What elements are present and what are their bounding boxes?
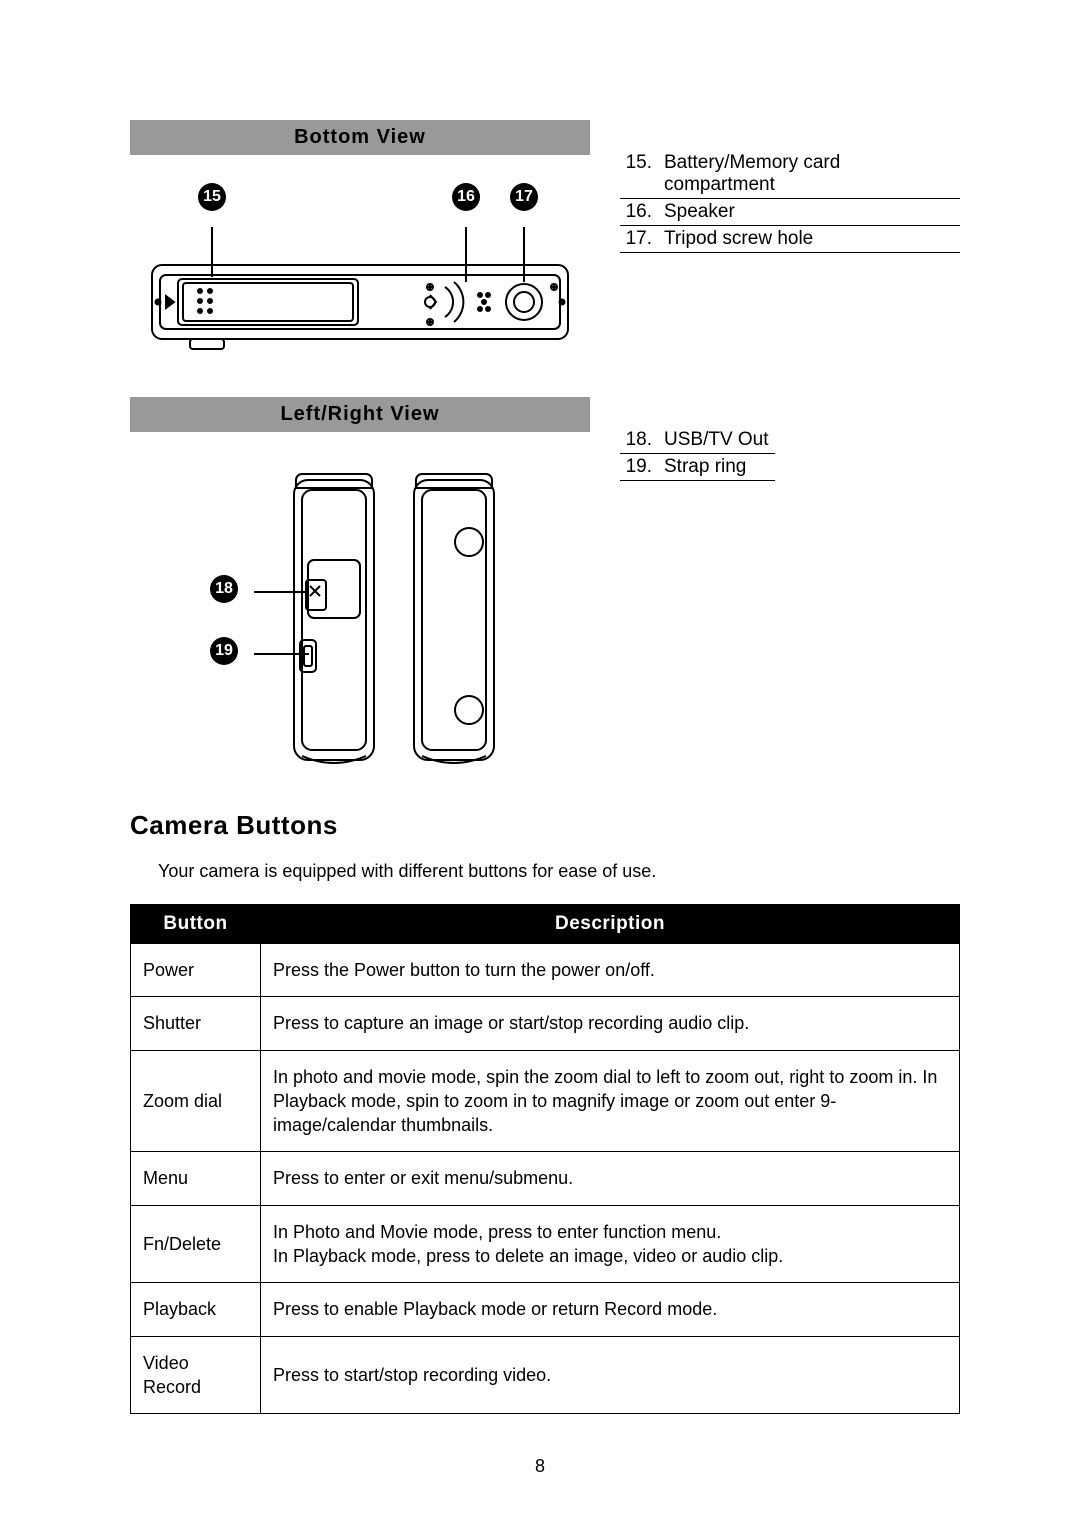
bottom-view-title: Bottom View: [130, 120, 590, 155]
marker-15: 15: [198, 183, 226, 211]
part-num: 19.: [620, 454, 662, 481]
page: Bottom View 15 16 17: [0, 0, 1080, 1527]
side-view-block: Left/Right View 18 19: [130, 397, 960, 780]
side-view-title: Left/Right View: [130, 397, 590, 432]
button-name: Power: [131, 944, 261, 997]
camera-buttons-heading: Camera Buttons: [130, 810, 960, 841]
button-desc: In photo and movie mode, spin the zoom d…: [261, 1050, 960, 1152]
table-row: Zoom dial In photo and movie mode, spin …: [131, 1050, 960, 1152]
part-row: 18. USB/TV Out: [620, 427, 775, 454]
part-num: 16.: [620, 199, 662, 226]
button-desc: Press to enter or exit menu/submenu.: [261, 1152, 960, 1205]
side-view-parts: 18. USB/TV Out 19. Strap ring: [620, 397, 960, 780]
button-name: Fn/Delete: [131, 1205, 261, 1283]
table-row: Power Press the Power button to turn the…: [131, 944, 960, 997]
button-desc: Press the Power button to turn the power…: [261, 944, 960, 997]
marker-17: 17: [510, 183, 538, 211]
part-num: 15.: [620, 150, 662, 199]
marker-19: 19: [210, 637, 238, 665]
buttons-header-row: Button Description: [131, 905, 960, 944]
part-label: Tripod screw hole: [662, 226, 960, 253]
side-view-markers: 18 19: [210, 575, 238, 665]
button-name: Playback: [131, 1283, 261, 1336]
part-row: 16. Speaker: [620, 199, 960, 226]
table-row: Menu Press to enter or exit menu/submenu…: [131, 1152, 960, 1205]
button-name: Shutter: [131, 997, 261, 1050]
camera-buttons-lead: Your camera is equipped with different b…: [158, 861, 960, 882]
button-name: Zoom dial: [131, 1050, 261, 1152]
page-number: 8: [0, 1456, 1080, 1477]
buttons-table: Button Description Power Press the Power…: [130, 904, 960, 1414]
part-label: USB/TV Out: [662, 427, 775, 454]
button-desc: Press to enable Playback mode or return …: [261, 1283, 960, 1336]
part-num: 18.: [620, 427, 662, 454]
table-row: Playback Press to enable Playback mode o…: [131, 1283, 960, 1336]
part-num: 17.: [620, 226, 662, 253]
button-desc: Press to capture an image or start/stop …: [261, 997, 960, 1050]
part-label: Strap ring: [662, 454, 775, 481]
part-label: Battery/Memory card compartment: [662, 150, 960, 199]
side-view-svg-icon: [254, 460, 514, 780]
bottom-parts-list: 15. Battery/Memory card compartment 16. …: [620, 150, 960, 253]
table-row: Video Record Press to start/stop recordi…: [131, 1336, 960, 1414]
buttons-col-button: Button: [131, 905, 261, 944]
bottom-view-svg-icon: [130, 227, 590, 367]
part-label: Speaker: [662, 199, 960, 226]
bottom-view-markers: 15 16 17: [130, 183, 590, 227]
bottom-view-diagram: 15 16 17: [130, 183, 590, 367]
button-desc: In Photo and Movie mode, press to enter …: [261, 1205, 960, 1283]
button-desc: Press to start/stop recording video.: [261, 1336, 960, 1414]
side-view-diagram: 18 19: [130, 460, 590, 780]
part-row: 19. Strap ring: [620, 454, 775, 481]
marker-18: 18: [210, 575, 238, 603]
bottom-view-left: Bottom View 15 16 17: [130, 120, 590, 367]
part-row: 15. Battery/Memory card compartment: [620, 150, 960, 199]
bottom-view-block: Bottom View 15 16 17: [130, 120, 960, 367]
table-row: Fn/Delete In Photo and Movie mode, press…: [131, 1205, 960, 1283]
marker-16: 16: [452, 183, 480, 211]
side-view-left: Left/Right View 18 19: [130, 397, 590, 780]
side-parts-list: 18. USB/TV Out 19. Strap ring: [620, 427, 775, 481]
bottom-view-parts: 15. Battery/Memory card compartment 16. …: [620, 120, 960, 367]
button-name: Video Record: [131, 1336, 261, 1414]
table-row: Shutter Press to capture an image or sta…: [131, 997, 960, 1050]
button-name: Menu: [131, 1152, 261, 1205]
buttons-col-desc: Description: [261, 905, 960, 944]
part-row: 17. Tripod screw hole: [620, 226, 960, 253]
